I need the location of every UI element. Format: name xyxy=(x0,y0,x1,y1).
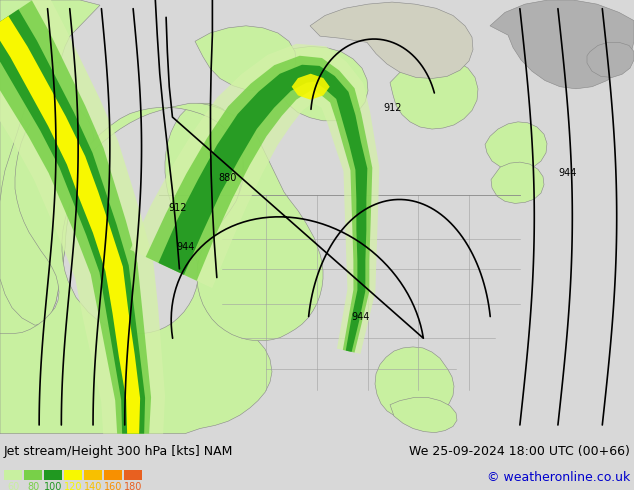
Polygon shape xyxy=(146,56,372,353)
Polygon shape xyxy=(0,0,165,434)
Polygon shape xyxy=(390,397,457,433)
Text: 60: 60 xyxy=(7,482,19,490)
Polygon shape xyxy=(310,2,473,78)
Text: 944: 944 xyxy=(176,242,195,252)
Polygon shape xyxy=(491,162,544,203)
Text: We 25-09-2024 18:00 UTC (00+66): We 25-09-2024 18:00 UTC (00+66) xyxy=(409,445,630,458)
Text: Jet stream/Height 300 hPa [kts] NAM: Jet stream/Height 300 hPa [kts] NAM xyxy=(4,445,233,458)
Text: 912: 912 xyxy=(384,103,402,113)
Polygon shape xyxy=(390,59,478,129)
Bar xyxy=(84,470,102,480)
Polygon shape xyxy=(490,0,634,89)
Text: 100: 100 xyxy=(44,482,62,490)
Text: 180: 180 xyxy=(124,482,142,490)
Text: 912: 912 xyxy=(168,203,186,213)
Text: 120: 120 xyxy=(64,482,82,490)
Polygon shape xyxy=(265,47,368,121)
Polygon shape xyxy=(292,74,330,100)
Polygon shape xyxy=(80,103,323,341)
Polygon shape xyxy=(0,0,151,434)
Text: 140: 140 xyxy=(84,482,102,490)
Polygon shape xyxy=(0,9,145,434)
Polygon shape xyxy=(0,103,272,434)
Bar xyxy=(104,470,122,480)
Bar xyxy=(4,470,22,480)
Text: 944: 944 xyxy=(558,169,576,178)
Polygon shape xyxy=(158,65,367,352)
Polygon shape xyxy=(0,62,88,325)
Bar xyxy=(44,470,62,480)
Text: 80: 80 xyxy=(27,482,39,490)
Bar xyxy=(124,470,142,480)
Text: © weatheronline.co.uk: © weatheronline.co.uk xyxy=(487,471,630,485)
Polygon shape xyxy=(375,347,454,420)
Polygon shape xyxy=(0,0,100,359)
Polygon shape xyxy=(0,16,140,434)
Polygon shape xyxy=(130,44,379,354)
Polygon shape xyxy=(587,42,634,77)
Bar xyxy=(24,470,42,480)
Text: 160: 160 xyxy=(104,482,122,490)
Text: 880: 880 xyxy=(219,173,237,183)
Polygon shape xyxy=(485,122,547,171)
Bar xyxy=(64,470,82,480)
Text: 944: 944 xyxy=(352,312,370,321)
Polygon shape xyxy=(195,26,296,91)
